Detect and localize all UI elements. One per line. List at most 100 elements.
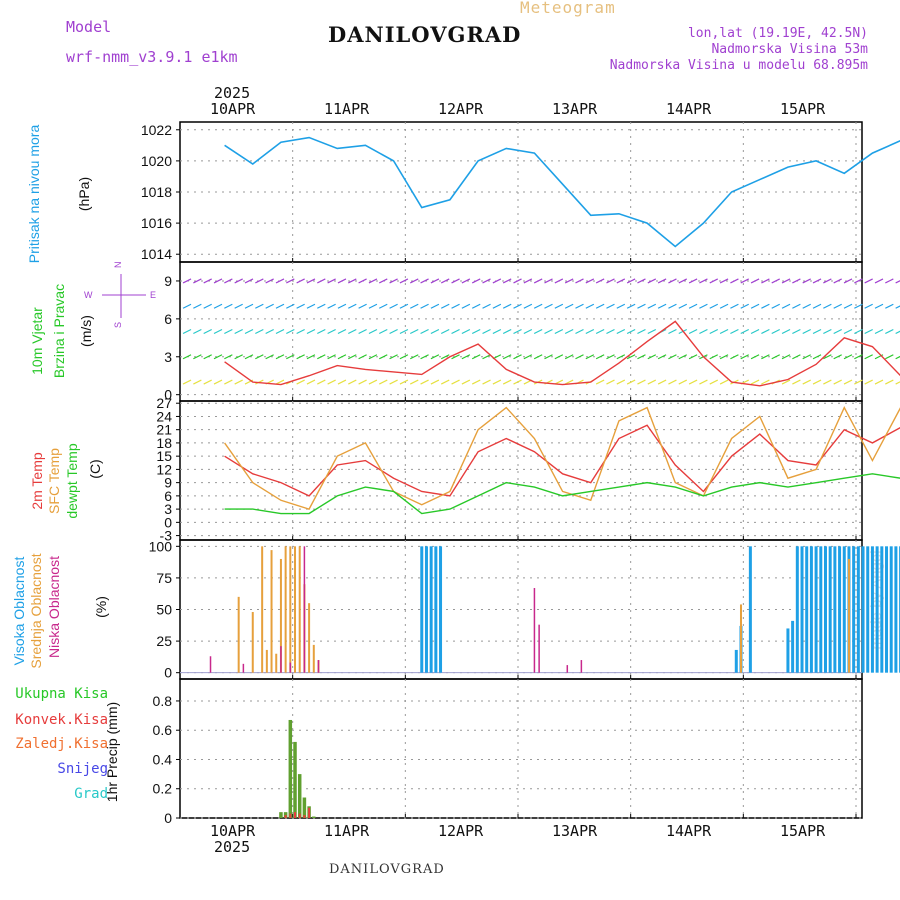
cloud-bar (800, 546, 804, 673)
wind-barb (348, 328, 357, 335)
wind-barb (244, 278, 254, 284)
wind-barb (502, 354, 512, 360)
wind-barb (792, 379, 801, 385)
wind-barb (874, 379, 884, 385)
wind-barb (719, 303, 729, 309)
cloud-bar (880, 546, 884, 673)
wind-barb (771, 278, 780, 284)
legend-snow: Snijeg (57, 761, 108, 777)
model-label: Model (66, 18, 112, 36)
wind-barb (616, 303, 626, 309)
wind-barb (730, 328, 739, 335)
wind-barb (606, 379, 615, 385)
cloud-bar (805, 546, 809, 673)
y-tick-label: 1022 (141, 122, 172, 138)
wind-barb (564, 354, 574, 360)
cloud-bar (842, 546, 846, 673)
wind-barb (193, 278, 202, 284)
app-title: Meteogram (520, 0, 616, 17)
wind-barb (389, 354, 398, 360)
wind-barb (885, 328, 894, 335)
wind-barb (812, 354, 822, 360)
cloud-bar (279, 558, 282, 673)
wind-barb (492, 278, 502, 284)
wind-barb (843, 303, 853, 309)
wind-barb (368, 278, 378, 284)
bottom-day-label-5: 15APR (780, 822, 826, 840)
wind-barb (740, 328, 750, 335)
bottom-day-label-4: 14APR (666, 822, 712, 840)
wind-barb (781, 328, 791, 335)
precip-bar (279, 812, 283, 818)
wind-barb (513, 354, 522, 360)
cloud-bar (284, 546, 287, 673)
compass-e: E (150, 290, 156, 300)
wind-barb (213, 278, 223, 284)
wind-barb (606, 303, 615, 309)
wind-barb (864, 354, 873, 360)
compass-n: N (113, 262, 123, 268)
wind-barb (234, 278, 243, 284)
wind-barb (812, 303, 822, 309)
cloud-bar (861, 546, 865, 673)
wind-barb (471, 379, 481, 385)
cloud-bar (424, 546, 428, 673)
wind-barb (544, 303, 553, 309)
wind-barb (699, 278, 708, 284)
wind-barb (337, 303, 347, 309)
wind-barb (885, 303, 894, 309)
cloud-bar (889, 546, 893, 673)
wind-barb (420, 303, 429, 309)
cloud-bar (748, 546, 752, 673)
wind-barb (895, 280, 900, 284)
wind-barb (513, 303, 522, 309)
wind-barb (358, 354, 367, 360)
wind-barb (306, 379, 316, 385)
wind-barb (585, 354, 595, 360)
wind-barb (451, 328, 460, 335)
wind-barb (688, 354, 698, 360)
wind-barb (833, 379, 842, 385)
wind-barb (895, 330, 900, 335)
wind-barb (719, 328, 729, 335)
wind-barb (823, 303, 832, 309)
wind-barb (523, 354, 533, 360)
cloud-bar (856, 546, 860, 673)
wind-barb (781, 354, 791, 360)
wind-barb (637, 354, 646, 360)
wind-barb (358, 303, 367, 309)
wind-barb (317, 303, 326, 309)
wind-barb (513, 328, 522, 335)
wind-barb (554, 278, 564, 284)
wind-barb (182, 303, 192, 309)
wind-barb (523, 278, 533, 284)
y-tick-label: 50 (156, 602, 172, 618)
y-tick-label: 0 (164, 810, 172, 826)
wind-speed-line (224, 320, 900, 387)
cloud-bar (838, 546, 842, 673)
precip-bar (302, 797, 307, 818)
wind-barb (430, 379, 440, 385)
city-title: DANILOVGRAD (328, 22, 522, 47)
cloud-bar (809, 546, 813, 673)
wind-barb (409, 379, 419, 385)
wind-barb (409, 278, 419, 284)
wind-barb (761, 303, 770, 309)
wind-barb (699, 379, 708, 385)
precip-bar (293, 741, 297, 818)
wind-barb (678, 303, 688, 309)
wind-barb (575, 328, 584, 335)
cloud-bar (734, 649, 738, 673)
wind-barb (265, 354, 274, 360)
cloud-bar (795, 546, 799, 673)
wind-barb (461, 379, 471, 385)
wind-barb (864, 328, 873, 335)
wind-barb (502, 379, 512, 385)
wind-barb (719, 379, 729, 385)
wind-barb (461, 303, 471, 309)
bottom-year-label: 2025 (214, 838, 251, 856)
cloud-bar (885, 546, 889, 673)
wind-barb (533, 303, 543, 309)
wind-barb (533, 354, 543, 360)
wind-barb (709, 379, 719, 385)
